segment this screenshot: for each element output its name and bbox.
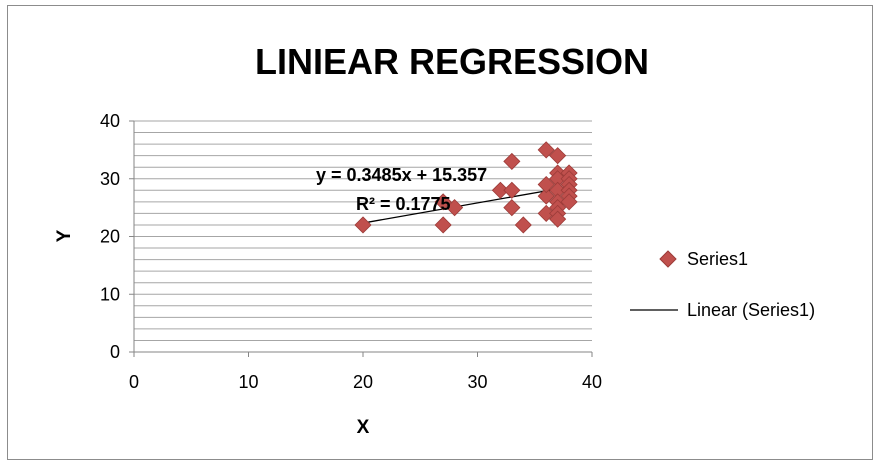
- y-tick-label: 40: [100, 111, 120, 131]
- data-point: [503, 152, 521, 170]
- data-point: [537, 187, 555, 205]
- data-point: [537, 204, 555, 222]
- y-axis-title: Y: [54, 229, 75, 242]
- data-point: [434, 216, 452, 234]
- chart-frame: [7, 5, 873, 460]
- gridlines: [134, 120, 592, 341]
- data-point: [354, 216, 372, 234]
- legend-label-series1: Series1: [687, 249, 748, 269]
- data-point: [549, 210, 567, 228]
- y-tick-label: 30: [100, 169, 120, 189]
- trendline-group: [362, 186, 570, 224]
- trendline: [362, 186, 570, 224]
- x-tick-label: 10: [238, 372, 258, 392]
- data-point: [549, 147, 567, 165]
- x-tick-label: 0: [129, 372, 139, 392]
- legend: Series1 Linear (Series1): [630, 249, 815, 320]
- data-point: [446, 199, 464, 217]
- x-tick-label: 40: [582, 372, 602, 392]
- data-point: [514, 216, 532, 234]
- data-point: [503, 199, 521, 217]
- legend-marker-series1: [659, 250, 677, 268]
- data-point: [434, 193, 452, 211]
- y-tick-label: 20: [100, 227, 120, 247]
- legend-label-trendline: Linear (Series1): [687, 300, 815, 320]
- x-tick-label: 20: [353, 372, 373, 392]
- data-point: [537, 141, 555, 159]
- trendline-r2: R² = 0.1775: [356, 194, 451, 214]
- data-point: [491, 181, 509, 199]
- x-tick-label: 30: [467, 372, 487, 392]
- x-axis-title: X: [357, 417, 370, 438]
- data-point: [560, 193, 578, 211]
- data-point: [537, 175, 555, 194]
- chart-title: LINIEAR REGRESSION: [255, 41, 649, 82]
- data-points: [354, 141, 578, 234]
- data-point: [503, 181, 521, 199]
- tick-labels: 0 10 20 30 40 0 10 20 30 40: [100, 111, 602, 392]
- y-tick-label: 0: [110, 342, 120, 362]
- y-tick-label: 10: [100, 284, 120, 304]
- axes: [129, 120, 593, 357]
- trendline-equation: y = 0.3485x + 15.357: [316, 165, 487, 185]
